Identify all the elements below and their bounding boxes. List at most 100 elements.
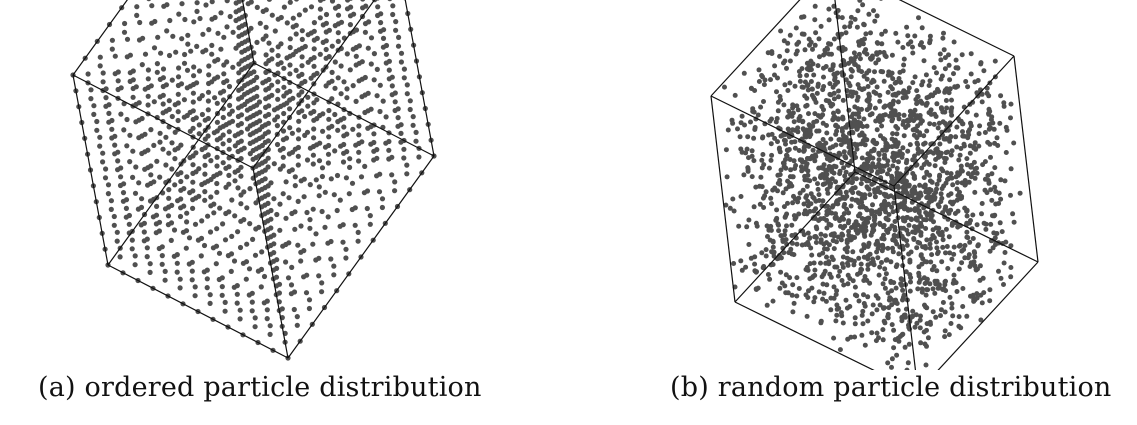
particle [214,226,220,232]
particle [833,201,839,206]
particle [947,175,953,181]
particle [839,15,845,21]
particle [267,331,273,337]
particle [988,117,994,123]
particle [105,182,112,188]
particle [768,77,773,83]
particle [842,201,848,207]
particle [379,196,386,202]
particle [1011,140,1017,146]
particle [302,7,308,13]
particle [292,209,298,215]
particle [226,146,232,152]
particle [258,284,264,290]
particle [171,227,178,233]
particle [838,310,844,316]
particle [126,212,132,219]
particle [314,116,320,122]
particle [108,198,114,204]
particle [371,139,377,146]
particle [344,95,350,101]
particle [811,299,817,305]
particle [882,155,888,161]
particle [934,101,940,107]
particle [241,217,247,223]
particle [841,282,847,288]
particle [818,173,824,179]
particle [870,302,876,308]
particle [861,116,867,122]
particle [905,122,911,128]
particle [888,259,894,265]
particle [915,286,921,292]
particle [979,99,985,105]
particle [106,110,112,116]
particle [924,171,930,177]
particle [311,28,317,34]
particle [928,259,934,265]
particle [194,80,200,86]
particle [214,119,220,125]
particle [808,58,814,64]
particle [812,152,818,158]
particle [785,126,791,132]
particle [213,261,219,267]
particle [972,297,978,303]
particle [925,335,931,341]
particle [960,129,965,135]
particle [288,282,295,288]
particle [813,240,819,245]
particle [772,63,778,69]
particle [841,165,847,171]
cube-edge [252,167,289,359]
particle [163,162,169,168]
particle [189,259,195,265]
particle [780,190,786,196]
particle [861,245,867,251]
particle [940,168,946,174]
particle [924,343,929,349]
particle [932,163,938,169]
particle [928,107,934,113]
particle [292,183,298,189]
particle [903,90,909,96]
particle [760,134,766,140]
particle [211,210,217,216]
particle [387,0,393,2]
particle [389,154,395,160]
particle [988,187,994,193]
particle [1008,115,1013,121]
particle [894,131,900,137]
particle [317,15,323,21]
particle [836,150,842,156]
particle [819,274,825,280]
particle [338,91,344,97]
particle [156,228,162,234]
particle [287,106,293,112]
particle [252,324,258,330]
particle [395,43,402,49]
particle [160,92,166,98]
particle [117,254,123,260]
particle [145,147,151,153]
particle [157,174,163,180]
particle [206,63,212,69]
particle [902,344,908,350]
particle [219,284,225,290]
particle [831,284,837,290]
particle [242,101,248,107]
particle [214,163,220,169]
particle [338,19,345,25]
particle [820,296,826,302]
particle [880,69,886,75]
particle [872,105,878,111]
particle [849,93,855,99]
particle [964,162,970,168]
particle [824,217,829,223]
particle [784,147,790,153]
particle [790,127,796,133]
particle [846,257,852,262]
particle [331,263,337,269]
particle [326,142,332,149]
particle [159,253,165,259]
